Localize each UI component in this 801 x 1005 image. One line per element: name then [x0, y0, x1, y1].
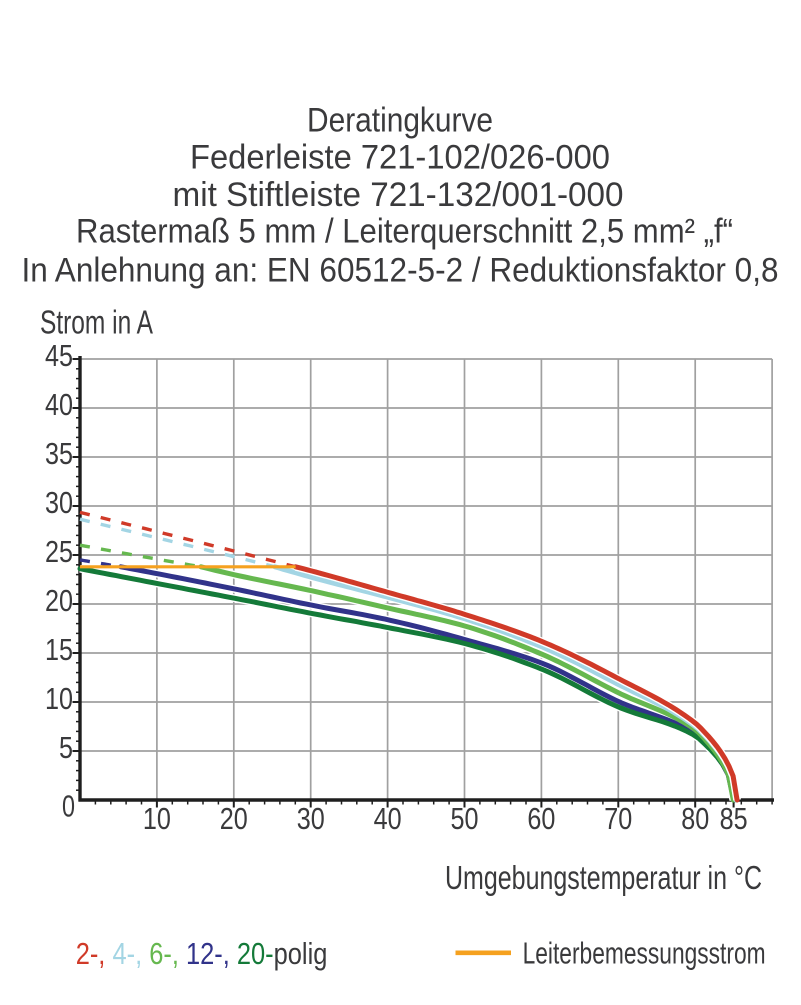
svg-text:35: 35: [45, 436, 73, 471]
svg-text:30: 30: [45, 485, 73, 520]
svg-text:40: 40: [45, 387, 73, 422]
svg-text:80: 80: [681, 801, 709, 836]
svg-text:Leiterbemessungsstrom: Leiterbemessungsstrom: [523, 936, 766, 971]
svg-text:2-, 4-, 6-, 12-, 20-polig: 2-, 4-, 6-, 12-, 20-polig: [76, 936, 328, 971]
svg-text:45: 45: [45, 338, 73, 373]
svg-text:20: 20: [45, 583, 73, 618]
svg-text:50: 50: [451, 801, 479, 836]
svg-text:40: 40: [374, 801, 402, 836]
svg-text:20: 20: [220, 801, 248, 836]
svg-text:10: 10: [143, 801, 171, 836]
svg-text:0: 0: [62, 789, 75, 824]
svg-text:mit Stiftleiste 721-132/001-00: mit Stiftleiste 721-132/001-000: [173, 176, 624, 214]
svg-text:Strom in A: Strom in A: [40, 304, 153, 341]
svg-text:60: 60: [527, 801, 555, 836]
svg-text:10: 10: [45, 681, 73, 716]
svg-text:In Anlehnung an: EN 60512-5-2: In Anlehnung an: EN 60512-5-2 / Reduktio…: [22, 252, 779, 290]
svg-text:Umgebungstemperatur in °C: Umgebungstemperatur in °C: [445, 859, 762, 896]
svg-text:15: 15: [45, 632, 73, 667]
svg-text:5: 5: [59, 730, 73, 765]
svg-text:85: 85: [720, 801, 748, 836]
svg-text:25: 25: [45, 534, 73, 569]
svg-text:Federleiste 721-102/026-000: Federleiste 721-102/026-000: [190, 139, 610, 177]
svg-text:Rastermaß 5 mm / Leiterquersch: Rastermaß 5 mm / Leiterquerschnitt 2,5 m…: [76, 213, 733, 251]
svg-text:70: 70: [604, 801, 632, 836]
svg-text:30: 30: [297, 801, 325, 836]
svg-text:Deratingkurve: Deratingkurve: [307, 102, 493, 140]
